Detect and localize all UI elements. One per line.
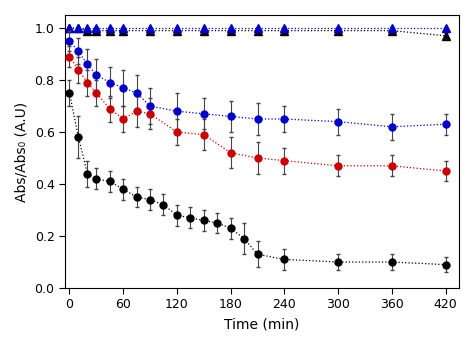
Y-axis label: Abs/Abs₀ (A.U): Abs/Abs₀ (A.U) <box>15 101 29 202</box>
X-axis label: Time (min): Time (min) <box>224 317 300 331</box>
